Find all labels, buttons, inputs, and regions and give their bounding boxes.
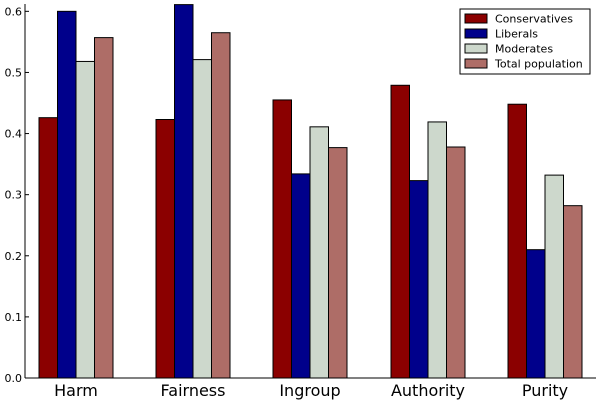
bar-conservatives-ingroup [272,99,292,379]
bar-moderates-purity [544,174,564,379]
legend-swatch [464,28,488,39]
legend-swatch [464,43,488,54]
bar-total-population-purity [563,205,583,379]
bar-conservatives-harm [38,117,58,379]
bar-total-population-fairness [211,32,231,379]
bar-total-population-harm [94,37,114,379]
legend-label: Total population [494,58,583,71]
axes-layer: 0.0 0.1 0.2 0.3 0.4 0.5 0.6 Harm Fairness Ingroup… [5,4,596,400]
x-tick-label-purity: Purity [522,381,568,400]
legend-label: Conservatives [495,13,573,26]
bar-total-population-authority [446,146,466,379]
x-tick-label-authority: Authority [391,381,465,400]
bar-total-population-ingroup [328,147,348,379]
legend-swatch [464,13,488,24]
y-tick-label: 0.1 [5,311,23,324]
legend: Conservatives Liberals Moderates Total popu… [459,8,591,75]
bar-liberals-authority [409,180,429,379]
bar-conservatives-authority [390,84,410,379]
bar-moderates-ingroup [309,126,329,379]
y-tick-label: 0.2 [5,250,23,263]
bar-liberals-harm [57,10,77,379]
bar-liberals-fairness [174,4,194,379]
bars-layer [38,4,583,379]
bar-liberals-ingroup [291,173,311,379]
bar-liberals-purity [526,249,546,379]
y-tick-label: 0.0 [5,372,23,385]
legend-label: Liberals [495,28,538,41]
y-tick-label: 0.3 [5,189,23,202]
y-tick-label: 0.4 [5,128,23,141]
bar-conservatives-purity [507,103,527,379]
bar-moderates-fairness [192,59,212,379]
y-tick-label: 0.6 [5,5,23,18]
legend-label: Moderates [495,43,553,56]
legend-swatch [464,58,488,69]
x-tick-label-harm: Harm [54,381,98,400]
bar-moderates-authority [427,121,447,379]
bar-moderates-harm [75,60,95,379]
bar-conservatives-fairness [155,119,175,379]
x-tick-label-fairness: Fairness [161,381,226,400]
x-tick-label-ingroup: Ingroup [279,381,340,400]
y-tick-label: 0.5 [5,66,23,79]
